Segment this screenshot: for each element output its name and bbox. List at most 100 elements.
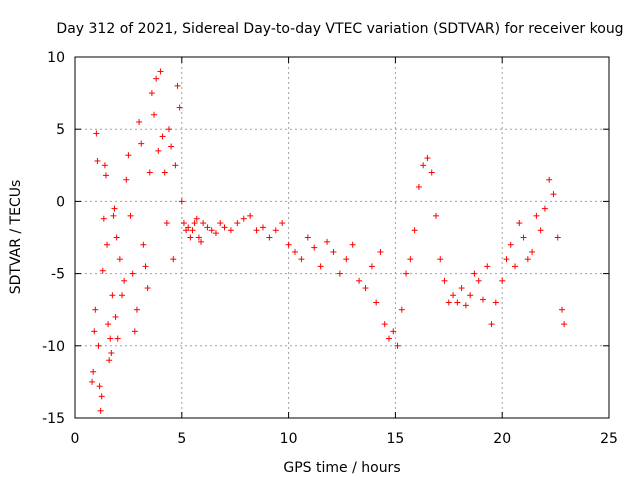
data-point [247, 212, 254, 219]
data-point [240, 215, 247, 222]
data-point [93, 130, 100, 137]
data-point [507, 241, 514, 248]
x-tick-label: 20 [493, 431, 511, 447]
data-point [193, 215, 200, 222]
data-point [195, 234, 202, 241]
data-point [381, 321, 388, 328]
data-point [529, 248, 536, 255]
x-tick-label: 5 [177, 431, 186, 447]
data-point [221, 224, 228, 231]
chart-title: Day 312 of 2021, Sidereal Day-to-day VTE… [56, 21, 623, 37]
data-point [110, 212, 117, 219]
data-point [272, 227, 279, 234]
data-point [550, 191, 557, 198]
data-point [95, 342, 102, 349]
data-point [279, 220, 286, 227]
data-point [176, 104, 183, 111]
data-point [98, 393, 105, 400]
y-tick-label: 10 [47, 50, 65, 66]
data-point [101, 162, 108, 169]
data-point [467, 292, 474, 299]
data-point [488, 321, 495, 328]
data-point [131, 328, 138, 335]
data-point [403, 270, 410, 277]
data-point [168, 143, 175, 150]
data-point [454, 299, 461, 306]
data-point [227, 227, 234, 234]
data-point [398, 306, 405, 313]
data-point [99, 267, 106, 274]
data-point [105, 321, 112, 328]
data-point [450, 292, 457, 299]
data-point [180, 220, 187, 227]
data-point [330, 248, 337, 255]
data-point [114, 335, 121, 342]
data-point [159, 133, 166, 140]
data-point [420, 162, 427, 169]
data-point [377, 248, 384, 255]
data-point [123, 176, 130, 183]
data-point [153, 75, 160, 82]
data-point [475, 277, 482, 284]
data-point [112, 313, 119, 320]
data-point [133, 306, 140, 313]
data-point [102, 172, 109, 179]
data-point [479, 296, 486, 303]
grid-lines [75, 57, 609, 418]
data-point [471, 270, 478, 277]
data-point [356, 277, 363, 284]
plot-frame [74, 56, 610, 419]
data-point [253, 227, 260, 234]
data-point [259, 224, 266, 231]
data-point [136, 118, 143, 125]
data-point [484, 263, 491, 270]
data-point [142, 263, 149, 270]
data-point [111, 205, 118, 212]
data-point [170, 256, 177, 263]
y-axis-label: SDTVAR / TECUs [8, 180, 24, 295]
data-point [512, 263, 519, 270]
data-point [89, 378, 96, 385]
data-point [520, 234, 527, 241]
data-point [441, 277, 448, 284]
data-point [524, 256, 531, 263]
data-point [148, 90, 155, 97]
data-point [212, 230, 219, 237]
data-point [106, 357, 113, 364]
data-point [385, 335, 392, 342]
data-point [546, 176, 553, 183]
x-tick-label: 10 [280, 431, 298, 447]
data-point [107, 335, 114, 342]
data-point [165, 126, 172, 133]
y-tick-label: -10 [42, 339, 65, 355]
data-point [373, 299, 380, 306]
data-point [174, 82, 181, 89]
data-point [415, 183, 422, 190]
data-point [541, 205, 548, 212]
data-point [94, 157, 101, 164]
data-point [561, 321, 568, 328]
data-point [113, 234, 120, 241]
data-point [499, 277, 506, 284]
data-point [204, 224, 211, 231]
data-point [185, 224, 192, 231]
data-point [90, 368, 97, 375]
data-point [172, 162, 179, 169]
data-point [437, 256, 444, 263]
data-point [163, 220, 170, 227]
data-point [285, 241, 292, 248]
data-point [324, 238, 331, 245]
data-point [298, 256, 305, 263]
data-point [125, 152, 132, 159]
y-tick-label: -5 [51, 267, 65, 283]
data-point [458, 285, 465, 292]
data-point [191, 220, 198, 227]
data-point [234, 220, 241, 227]
y-tick-label: -15 [42, 411, 65, 427]
data-point [292, 248, 299, 255]
data-point [492, 299, 499, 306]
data-point [121, 277, 128, 284]
data-point [217, 220, 224, 227]
data-point [424, 155, 431, 162]
